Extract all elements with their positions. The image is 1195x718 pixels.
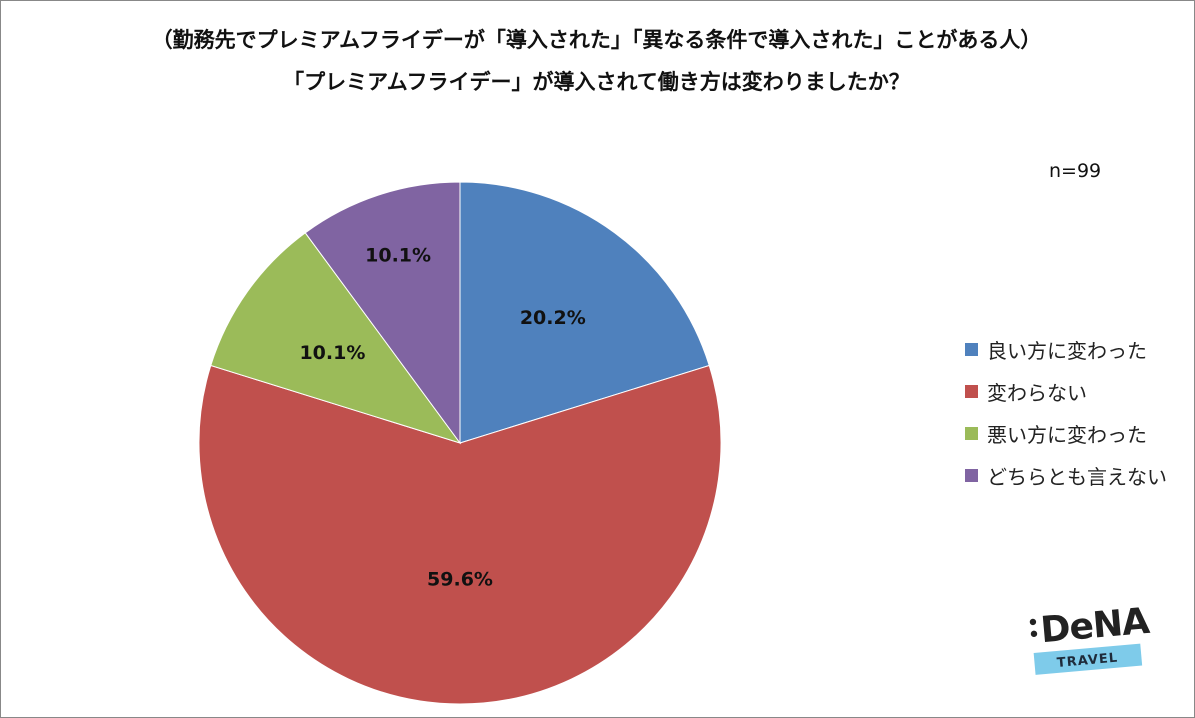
- chart-title-line2: 「プレミアムフライデー」が導入されて働き方は変わりましたか？: [283, 70, 910, 94]
- data-label-1: 20.2%: [520, 307, 586, 329]
- pie-slice-1: [459, 181, 710, 444]
- legend-label-3: 悪い方に変わった: [987, 422, 1147, 447]
- legend-swatch-2: [965, 384, 978, 398]
- legend: 良い方に変わった 変わらない悪い方に変わった どちらとも言えない: [965, 328, 1167, 496]
- svg-text:DeNA: DeNA: [1039, 601, 1152, 651]
- pie-slice-3: [210, 232, 462, 444]
- legend-swatch-3: [965, 426, 978, 440]
- legend-swatch-4: [965, 468, 978, 482]
- pie-slice-4: [304, 181, 461, 445]
- pie-slice-2: [198, 364, 722, 705]
- svg-text:TRAVEL: TRAVEL: [1056, 651, 1118, 671]
- data-label-4: 10.1%: [365, 245, 431, 267]
- legend-item-3: 悪い方に変わった: [965, 412, 1167, 454]
- legend-item-1: 良い方に変わった: [965, 328, 1167, 370]
- legend-item-2: 変わらない: [965, 370, 1167, 412]
- data-label-3: 10.1%: [299, 342, 365, 364]
- legend-label-2: 変わらない: [987, 380, 1087, 405]
- legend-swatch-1: [965, 342, 978, 356]
- dena-travel-logo: DeNA TRAVEL: [1029, 601, 1152, 675]
- data-label-2: 59.6%: [427, 569, 493, 591]
- legend-item-4: どちらとも言えない: [965, 454, 1167, 496]
- legend-label-1: 良い方に変わった: [987, 338, 1147, 363]
- legend-label-4: どちらとも言えない: [987, 464, 1167, 489]
- sample-size-label: n=99: [1049, 160, 1102, 182]
- chart-title-line1: （勤務先でプレミアムフライデーが「導入された」「異なる条件で導入された」ことがあ…: [151, 28, 1042, 52]
